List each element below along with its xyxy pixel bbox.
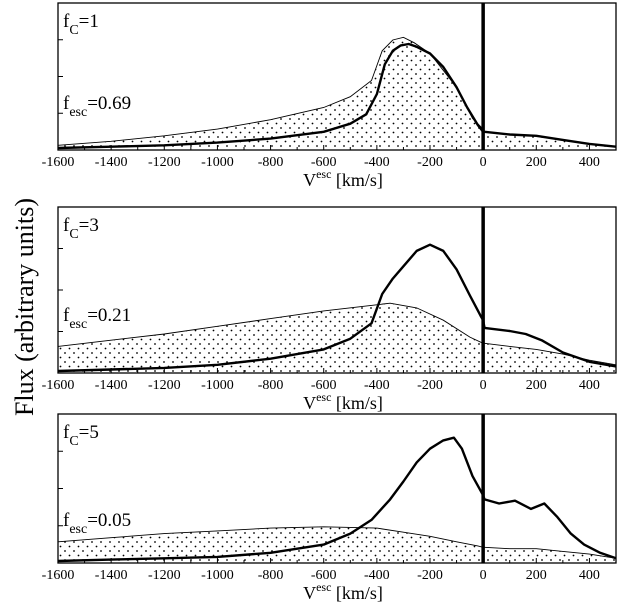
annotation-fc-value: =3 xyxy=(79,215,99,236)
x-axis-title: Vesc [km/s] xyxy=(303,580,383,603)
x-axis-title-unit: [km/s] xyxy=(331,393,383,413)
annotation-fesc: fesc=0.69 xyxy=(63,93,131,120)
x-tick-label: -600 xyxy=(311,378,337,393)
x-tick-label: -200 xyxy=(417,568,443,583)
plot-area xyxy=(58,207,616,373)
x-axis-title-main: V xyxy=(303,583,316,603)
annotation-fesc-value: =0.21 xyxy=(87,305,131,326)
annotation-fc: fC=5 xyxy=(63,422,99,449)
panel-middle: -1600 -1400 -1200 -1000 -800 -600 -400 -200 0 200… xyxy=(42,206,617,413)
x-tick-label: -1400 xyxy=(95,568,128,583)
x-tick-label: -1200 xyxy=(148,378,181,393)
x-axis-title-unit: [km/s] xyxy=(331,583,383,603)
panel-top: -1600 -1400 -1200 -1000 -800 -600 -400 -200 0 200… xyxy=(42,2,617,190)
annotation-fesc-sub: esc xyxy=(69,522,87,537)
x-axis-title-unit: [km/s] xyxy=(331,170,383,190)
series-fill-escaping xyxy=(58,526,616,563)
annotation-fesc-value: =0.05 xyxy=(87,510,131,531)
annotation-fesc-value: =0.69 xyxy=(87,93,131,114)
x-tick-label: -1600 xyxy=(42,568,75,583)
x-tick-label: 400 xyxy=(579,568,600,583)
x-tick-label: -1400 xyxy=(95,155,128,170)
annotation-fc-main: f xyxy=(63,215,70,236)
annotation-fc-main: f xyxy=(63,422,70,443)
annotation-fc: fC=3 xyxy=(63,215,99,242)
x-axis-title-sup: esc xyxy=(316,167,331,181)
x-tick-label: -1600 xyxy=(42,155,75,170)
annotation-fesc: fesc=0.05 xyxy=(63,510,131,537)
series-line-total xyxy=(58,436,616,563)
series-line-total xyxy=(58,42,616,150)
x-tick-label: 400 xyxy=(579,155,600,170)
series-fill-escaping xyxy=(58,303,616,373)
x-axis-title-main: V xyxy=(303,393,316,413)
x-tick-label: -1200 xyxy=(148,568,181,583)
x-tick-label: -400 xyxy=(364,378,390,393)
annotation-fc-main: f xyxy=(63,11,70,32)
x-tick-label: -1000 xyxy=(201,155,234,170)
annotation-fesc-main: f xyxy=(63,93,70,114)
x-tick-label: -400 xyxy=(364,155,390,170)
x-tick-label: -1200 xyxy=(148,155,181,170)
annotation-fc: fC=1 xyxy=(63,11,99,38)
annotation-fesc: fesc=0.21 xyxy=(63,305,131,332)
annotation-fc-sub: C xyxy=(69,227,78,242)
x-tick-label: 0 xyxy=(480,568,487,583)
x-tick-label: 400 xyxy=(579,378,600,393)
x-axis-title: Vesc [km/s] xyxy=(303,390,383,413)
annotation-fc-value: =1 xyxy=(79,11,99,32)
x-tick-label: -600 xyxy=(311,155,337,170)
x-tick-label: 200 xyxy=(526,155,547,170)
panel-bottom: -1600 -1400 -1200 -1000 -800 -600 -400 -200 0 200… xyxy=(42,413,617,603)
x-tick-label: -400 xyxy=(364,568,390,583)
annotation-fesc-main: f xyxy=(63,510,70,531)
annotation-fc-value: =5 xyxy=(79,422,99,443)
x-tick-label: -200 xyxy=(417,155,443,170)
x-tick-label: -600 xyxy=(311,568,337,583)
x-tick-label: 0 xyxy=(480,155,487,170)
x-tick-label: -1400 xyxy=(95,378,128,393)
x-axis-title-main: V xyxy=(303,170,316,190)
x-tick-label: 0 xyxy=(480,378,487,393)
x-tick-label: 200 xyxy=(526,568,547,583)
annotation-fesc-sub: esc xyxy=(69,317,87,332)
x-tick-label: -800 xyxy=(258,568,284,583)
series-line-escaping xyxy=(58,526,616,559)
x-axis-title-sup: esc xyxy=(316,390,331,404)
annotation-fc-sub: C xyxy=(69,434,78,449)
plot-area xyxy=(58,414,616,563)
x-tick-label: -1000 xyxy=(201,378,234,393)
x-tick-label: -1000 xyxy=(201,568,234,583)
x-tick-label: -800 xyxy=(258,378,284,393)
annotation-fesc-main: f xyxy=(63,305,70,326)
plot-area xyxy=(58,3,616,150)
x-axis-title: Vesc [km/s] xyxy=(303,167,383,190)
x-tick-label: -200 xyxy=(417,378,443,393)
annotation-fesc-sub: esc xyxy=(69,105,87,120)
series-line-escaping xyxy=(58,302,616,366)
annotation-fc-sub: C xyxy=(69,23,78,38)
series-line-total xyxy=(58,243,616,373)
x-tick-label: -800 xyxy=(258,155,284,170)
x-axis-title-sup: esc xyxy=(316,580,331,594)
x-tick-label: 200 xyxy=(526,378,547,393)
x-tick-label: -1600 xyxy=(42,378,75,393)
y-axis-label: Flux (arbitrary units) xyxy=(10,198,39,416)
